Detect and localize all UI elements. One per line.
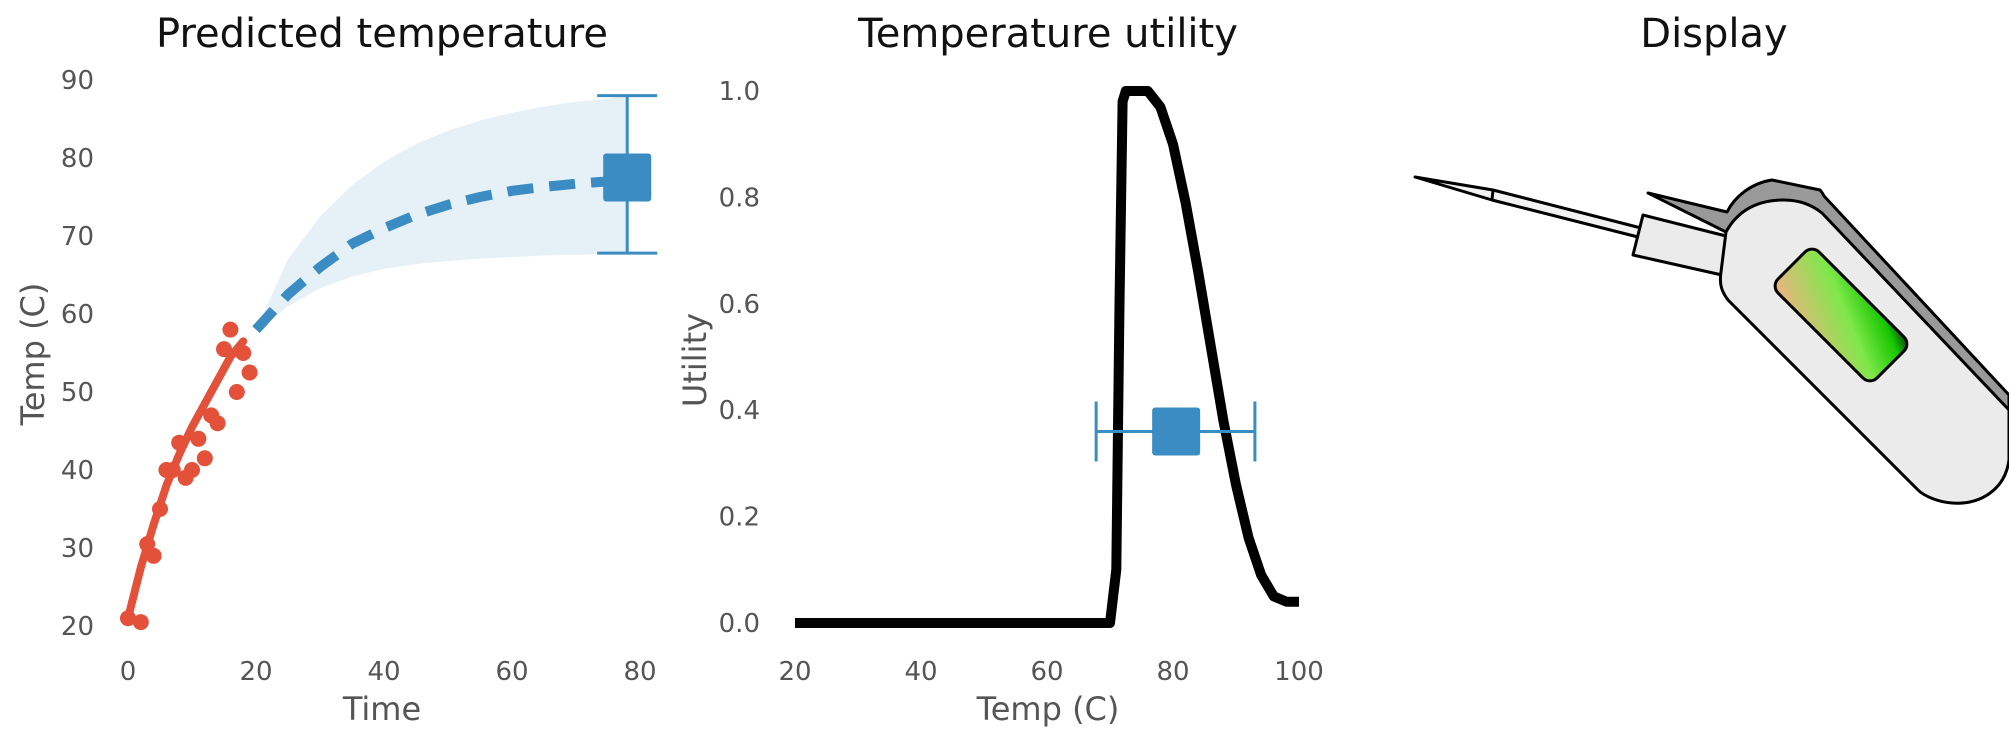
x-tick-label: 80 <box>1156 657 1189 687</box>
x-tick-label: 80 <box>623 657 656 687</box>
x-axis-ticks: 20 40 60 80 100 <box>778 657 1323 687</box>
y-axis-ticks: 0.0 0.2 0.4 0.6 0.8 1.0 <box>719 77 760 639</box>
y-tick-label: 0.0 <box>719 609 760 639</box>
x-tick-label: 60 <box>495 657 528 687</box>
observed-point <box>171 434 188 451</box>
y-tick-label: 1.0 <box>719 77 760 107</box>
y-tick-label: 0.2 <box>719 503 760 533</box>
observed-point <box>120 610 136 627</box>
observed-point <box>222 321 239 338</box>
observed-point <box>235 345 252 361</box>
panel-title-display: Display <box>1640 11 1787 57</box>
y-axis-ticks: 20 30 40 50 60 70 80 90 <box>61 66 94 642</box>
plot-area <box>795 86 1299 628</box>
panel-title-utility: Temperature utility <box>857 11 1238 57</box>
y-axis-label: Utility <box>676 313 714 407</box>
x-tick-label: 20 <box>778 657 811 687</box>
x-tick-label: 40 <box>904 657 937 687</box>
y-tick-label: 0.6 <box>719 290 760 320</box>
panel-title-predicted: Predicted temperature <box>156 11 608 57</box>
x-tick-label: 0 <box>120 657 137 687</box>
x-axis-label: Time <box>342 690 421 728</box>
observed-point <box>209 415 226 432</box>
y-tick-label: 40 <box>61 456 94 486</box>
utility-curve <box>795 86 1299 628</box>
x-axis-label: Temp (C) <box>976 690 1120 728</box>
predicted-temperature-panel: Predicted temperature 20 30 40 50 60 70 80 90 0… <box>14 11 658 728</box>
probe-needle <box>1413 175 1643 239</box>
observed-point <box>152 501 168 517</box>
y-tick-label: 50 <box>61 378 94 408</box>
y-tick-label: 70 <box>61 222 94 252</box>
y-tick-label: 20 <box>61 612 94 642</box>
observed-point <box>164 462 181 478</box>
y-tick-label: 30 <box>61 534 94 564</box>
y-axis-label: Temp (C) <box>14 283 52 427</box>
y-tick-label: 80 <box>61 144 94 174</box>
observed-point <box>190 430 207 447</box>
observed-point <box>216 341 232 358</box>
observed-point <box>132 614 149 631</box>
prediction-marker <box>603 153 652 202</box>
meat-thermometer-icon <box>1413 175 2009 505</box>
forecast-line <box>252 174 628 333</box>
y-tick-label: 0.4 <box>719 396 760 426</box>
x-tick-label: 100 <box>1274 657 1324 687</box>
prediction-marker <box>1152 407 1201 456</box>
y-tick-label: 60 <box>61 300 94 330</box>
x-tick-label: 20 <box>239 657 272 687</box>
observed-point <box>184 462 200 478</box>
display-panel: Display <box>1413 11 2009 505</box>
x-axis-ticks: 0 20 40 60 80 <box>120 657 657 687</box>
confidence-band <box>256 95 628 330</box>
observed-point <box>145 547 162 564</box>
observed-point <box>241 364 258 381</box>
observed-point <box>196 450 213 467</box>
x-tick-label: 60 <box>1030 657 1063 687</box>
x-tick-label: 40 <box>367 657 400 687</box>
observed-point <box>139 536 156 553</box>
observed-point <box>228 384 245 400</box>
y-tick-label: 90 <box>61 66 94 96</box>
y-tick-label: 0.8 <box>719 183 760 213</box>
temperature-utility-panel: Temperature utility 0.0 0.2 0.4 0.6 0.8 1.0 2… <box>676 11 1324 728</box>
plot-area <box>120 94 658 631</box>
display-screen <box>1773 247 1909 383</box>
